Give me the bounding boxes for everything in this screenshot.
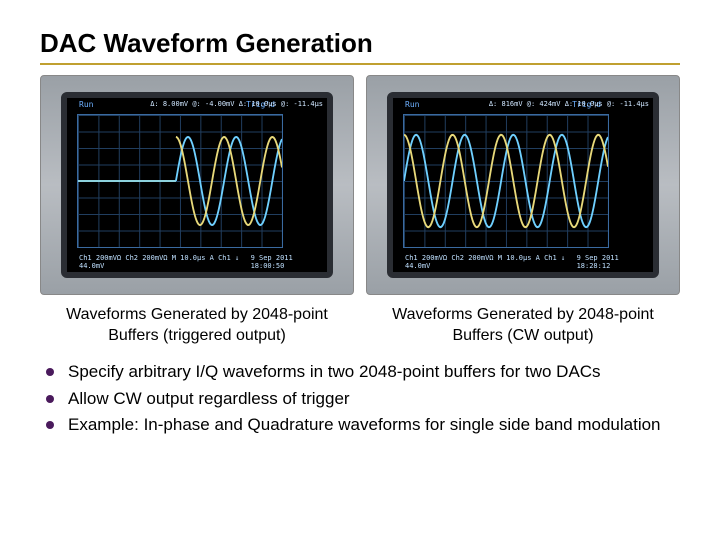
hud-run-2: Run [405, 100, 419, 109]
scope-screen-left: Run Trig'd Δ: 8.00mV @: -4.00mV Δ: 10.0μ… [61, 92, 333, 278]
hud-bottom-right-time: 9 Sep 2011 18:28:12 [577, 254, 649, 270]
photo-right: Run Trig'd Δ: 816mV @: 424mV Δ: 10.0μs @… [366, 75, 680, 295]
scope-grid-right [403, 114, 609, 248]
bullet-list: Specify arbitrary I/Q waveforms in two 2… [40, 361, 680, 442]
hud-bottom-right: Ch1 200mVΩ Ch2 200mVΩ M 10.0μs A Ch1 ↓ 4… [405, 254, 649, 270]
hud-bottom-right-text: Ch1 200mVΩ Ch2 200mVΩ M 10.0μs A Ch1 ↓ 4… [405, 254, 577, 270]
slide-title: DAC Waveform Generation [40, 28, 680, 65]
hud-delta-left: Δ: 8.00mV @: -4.00mV Δ: 10.0μs @: -11.4μ… [150, 100, 323, 109]
caption-row: Waveforms Generated by 2048-point Buffer… [40, 305, 680, 347]
wave-svg-right [404, 115, 608, 247]
hud-bottom-left: Ch1 200mVΩ Ch2 200mVΩ M 10.0μs A Ch1 ↓ 4… [79, 254, 323, 270]
photo-left: Run Trig'd Δ: 8.00mV @: -4.00mV Δ: 10.0μ… [40, 75, 354, 295]
slide: DAC Waveform Generation Run Trig'd Δ: 8.… [0, 0, 720, 540]
hud-delta-right: Δ: 816mV @: 424mV Δ: 10.0μs @: -11.4μs [489, 100, 649, 109]
caption-right: Waveforms Generated by 2048-point Buffer… [366, 305, 680, 347]
scope-grid-left [77, 114, 283, 248]
wave-svg-left [78, 115, 282, 247]
bullet-item: Specify arbitrary I/Q waveforms in two 2… [44, 361, 680, 384]
hud-bottom-left-text: Ch1 200mVΩ Ch2 200mVΩ M 10.0μs A Ch1 ↓ 4… [79, 254, 251, 270]
bullet-item: Allow CW output regardless of trigger [44, 388, 680, 411]
caption-left: Waveforms Generated by 2048-point Buffer… [40, 305, 354, 347]
scope-screen-right: Run Trig'd Δ: 816mV @: 424mV Δ: 10.0μs @… [387, 92, 659, 278]
photo-row: Run Trig'd Δ: 8.00mV @: -4.00mV Δ: 10.0μ… [40, 75, 680, 295]
hud-bottom-left-time: 9 Sep 2011 18:00:50 [251, 254, 323, 270]
bullet-item: Example: In-phase and Quadrature wavefor… [44, 414, 680, 437]
hud-run: Run [79, 100, 93, 109]
